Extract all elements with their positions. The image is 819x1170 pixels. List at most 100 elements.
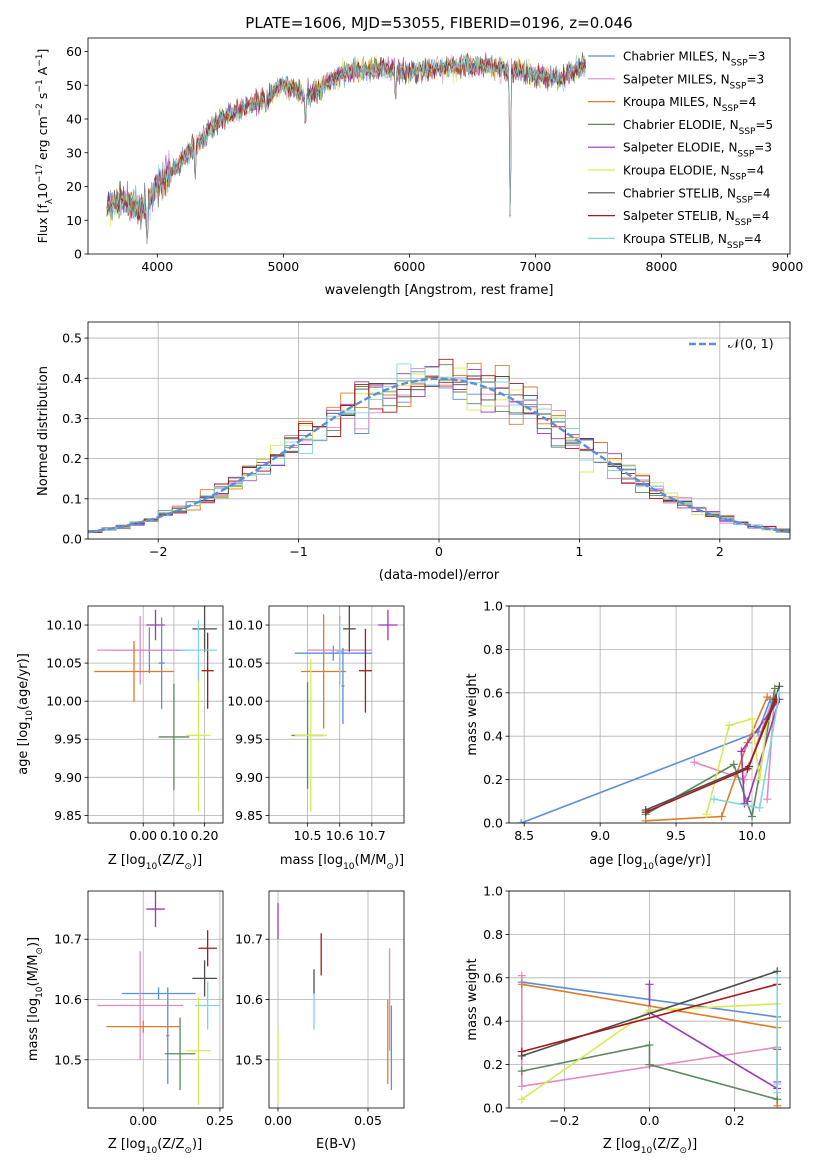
y-tick-label: 10.5 (54, 1052, 82, 1067)
label-part: N (718, 232, 727, 246)
label-part: , (705, 95, 713, 109)
label-part: Z [log (108, 1137, 146, 1152)
data-point (192, 606, 217, 652)
y-axis-label: age [log10(age/yr)] (16, 653, 35, 775)
legend-entry: 𝒩(0, 1) (728, 336, 774, 351)
y-tick-label: 0.0 (62, 532, 82, 547)
weight-line (740, 698, 781, 804)
frame: 0.00 0.25 10.5 10.6 10.7 (54, 890, 234, 1128)
label-part: 5 (766, 118, 774, 132)
x-tick-label: 10.5 (294, 828, 322, 843)
label-part: Chabrier MILES (623, 50, 714, 64)
plus-marker (710, 795, 719, 804)
label-part: Kroupa ELODIE (623, 164, 713, 178)
y-tick-label: 9.90 (235, 770, 263, 785)
data-point (195, 981, 220, 1030)
label-part: = (746, 72, 756, 86)
label-part: SSP (735, 218, 752, 228)
weight-line (521, 983, 778, 1053)
label-part: mass [log (26, 998, 41, 1061)
y-tick-label: 9.95 (235, 732, 263, 747)
y-tick-label: 50 (66, 78, 82, 93)
y-axis-label: mass weight (465, 673, 480, 755)
x-tick-label: 6000 (393, 259, 425, 274)
y-tick-label: 0.3 (62, 411, 82, 426)
x-tick-label: 0.20 (191, 828, 219, 843)
y-tick-label: 9.85 (235, 808, 263, 823)
label-part: , (710, 232, 718, 246)
data-point (94, 641, 174, 702)
y-tick-label: 10 (66, 213, 82, 228)
y-tick-label: 10.7 (235, 932, 263, 947)
x-axis-label: mass [log10(M/M⊙)] (280, 853, 404, 872)
y-tick-label: 0.0 (483, 816, 503, 831)
label-part: Salpeter MILES (623, 72, 713, 86)
plus-marker (517, 1082, 526, 1091)
plus-marker (773, 1080, 782, 1089)
label-part: N (721, 72, 730, 86)
label-part: , (722, 118, 730, 132)
data-point (186, 996, 211, 1105)
x-tick-label: 10.6 (326, 828, 354, 843)
label-part: ⊙ (386, 862, 394, 872)
y-tick-label: 10.10 (227, 618, 263, 633)
label-part: −2 (35, 103, 45, 116)
label-part: Kroupa MILES (623, 95, 705, 109)
plus-marker (729, 760, 738, 769)
label-part: (Z/Z (157, 1137, 184, 1152)
panel-mass-vs-Z: 0.00 0.25 10.5 10.6 10.7 (54, 890, 234, 1128)
y-tick-label: 0.4 (483, 1014, 503, 1029)
frame: 10.5 10.6 10.7 9.85 9.90 9.95 10.00 10.05 10.10 (227, 605, 405, 843)
grid (269, 891, 404, 1108)
data-point (359, 628, 372, 713)
data-point (180, 619, 217, 681)
y-tick-label: 60 (66, 44, 82, 59)
legend-entry: Chabrier STELIB, NSSP=4 (623, 186, 771, 205)
label-part: = (753, 186, 763, 200)
legend-entry: Salpeter MILES, NSSP=3 (623, 72, 764, 91)
label-part: 10 (25, 710, 35, 722)
x-tick-label: 0.00 (129, 828, 157, 843)
panel-mass-vs-EBV: 0.00 0.05 10.5 10.6 10.7 (235, 890, 405, 1128)
plus-marker (770, 684, 779, 693)
y-tick-label: 0.4 (62, 371, 82, 386)
x-tick-label: 10.0 (738, 828, 766, 843)
label-part: −1 (35, 54, 45, 67)
plus-marker (517, 1047, 526, 1056)
frame: −0.2 0.0 0.2 0.0 0.2 0.4 0.6 0.8 1.0 (483, 884, 791, 1128)
label-part: Chabrier STELIB (623, 186, 719, 200)
label-part: , (721, 141, 729, 155)
x-tick-label: 0 (435, 544, 443, 559)
plot-area (88, 358, 790, 534)
plus-marker (748, 812, 757, 821)
plus-marker (740, 799, 749, 808)
panel-age-vs-mass: 10.5 10.6 10.7 9.85 9.90 9.95 10.00 10.05 10.10 (227, 605, 405, 843)
label-part: )] (192, 853, 202, 868)
x-tick-label: 0.25 (206, 1113, 234, 1128)
y-tick-label: 20 (66, 179, 82, 194)
y-tick-label: 9.95 (54, 732, 82, 747)
label-part: SSP (736, 195, 753, 205)
plus-marker (755, 775, 764, 784)
y-tick-label: 0.5 (62, 331, 82, 346)
weight-line (521, 970, 778, 1057)
x-tick-label: 9.5 (666, 828, 686, 843)
y-axis-label: mass weight (465, 958, 480, 1040)
data-point (166, 987, 170, 1084)
legend-entry: Salpeter ELODIE, NSSP=3 (623, 141, 772, 160)
axes-frame (508, 890, 791, 1109)
y-tick-label: 10.00 (227, 694, 263, 709)
label-part: N (730, 118, 739, 132)
y-axis-label: Normed distribution (36, 366, 51, 496)
y-tick-label: 10.5 (235, 1052, 263, 1067)
label-part: age [log (16, 722, 31, 775)
label-part: 10 (642, 862, 654, 872)
label-part: )] (687, 1137, 697, 1152)
x-tick-label: 5000 (267, 259, 299, 274)
legend-entry: Salpeter STELIB, NSSP=4 (623, 209, 769, 228)
y-tick-label: 1.0 (483, 884, 503, 899)
plus-marker (517, 1095, 526, 1104)
y-tick-label: 10.6 (235, 992, 263, 1007)
data-point (164, 1017, 196, 1090)
label-part: N (721, 164, 730, 178)
